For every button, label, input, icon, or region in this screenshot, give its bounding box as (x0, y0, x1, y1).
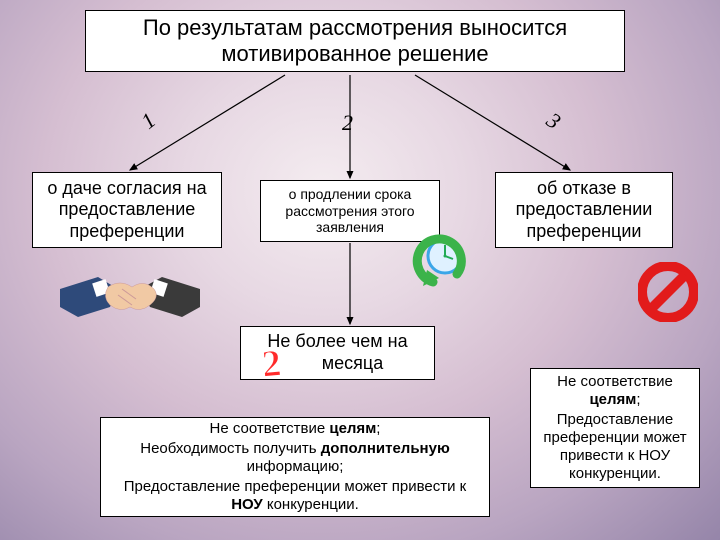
big-two-glyph: 2 (260, 341, 283, 386)
branch-label-1: 1 (136, 107, 161, 134)
branch-label-3: 3 (542, 107, 566, 135)
handshake-icon (60, 255, 200, 335)
note-right: Не соответствие целям;Предоставление пре… (530, 368, 700, 488)
note-middle: Не соответствие целям;Необходимость полу… (100, 417, 490, 517)
branch-box-right: об отказе в предоставлении преференции (495, 172, 673, 248)
branch-box-left: о даче согласия на предоставление префер… (32, 172, 222, 248)
branch-label-2: 2 (342, 110, 353, 136)
refresh-clock-icon (407, 232, 467, 292)
branch-box-left-text: о даче согласия на предоставление префер… (41, 178, 213, 243)
title-text: По результатам рассмотрения выносится мо… (94, 15, 616, 68)
prohibit-icon (638, 262, 698, 322)
branch-box-right-text: об отказе в предоставлении преференции (504, 178, 664, 243)
title-box: По результатам рассмотрения выносится мо… (85, 10, 625, 72)
branch-box-mid-text: о продлении срока рассмотрения этого зая… (269, 186, 431, 236)
